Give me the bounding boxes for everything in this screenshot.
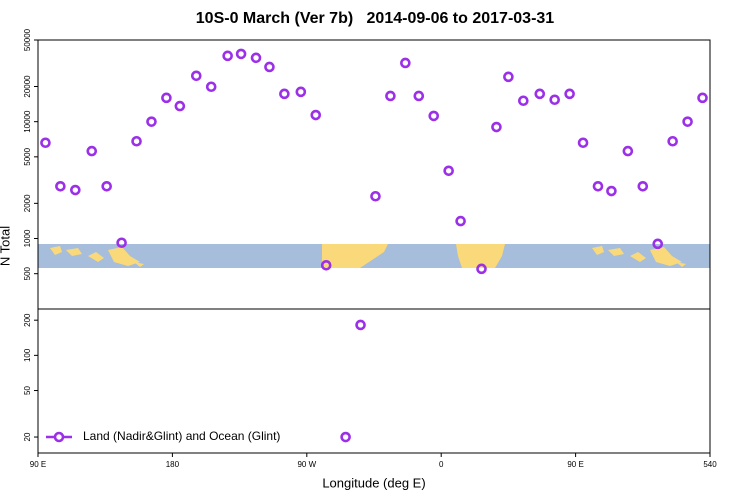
- y-tick-label: 20: [23, 432, 32, 441]
- y-tick-label: 2000: [23, 194, 32, 212]
- data-point: [310, 109, 322, 121]
- data-point: [518, 95, 529, 107]
- y-tick-label: 50000: [23, 28, 32, 51]
- data-point: [577, 137, 589, 149]
- data-point: [606, 185, 617, 197]
- data-point: [116, 237, 127, 249]
- data-point: [222, 50, 233, 62]
- land-south-america: [322, 244, 388, 268]
- y-tick-label: 20000: [23, 75, 32, 98]
- data-point: [652, 238, 664, 250]
- data-point: [190, 70, 202, 82]
- data-point: [250, 52, 262, 64]
- data-point: [564, 88, 575, 100]
- y-tick-label: 1000: [23, 229, 32, 247]
- data-point: [503, 71, 514, 83]
- x-tick-label: 90 W: [297, 460, 316, 469]
- data-point: [667, 135, 678, 147]
- data-point: [455, 215, 466, 227]
- data-point: [146, 116, 157, 127]
- data-point: [40, 137, 51, 149]
- data-point: [174, 100, 186, 112]
- x-tick-label: 0: [439, 460, 444, 469]
- plot-frame: [37, 39, 711, 454]
- land-asia-repeat: [592, 246, 686, 267]
- data-point: [55, 180, 66, 192]
- data-point: [385, 90, 396, 102]
- land-asia: [50, 246, 144, 267]
- y-tick-label: 5000: [23, 147, 32, 165]
- data-point: [370, 190, 381, 202]
- x-tick-label: 90 E: [567, 460, 583, 469]
- data-point: [131, 135, 142, 147]
- data-point: [70, 184, 81, 196]
- data-point: [682, 116, 693, 127]
- x-tick-label: 180: [166, 460, 180, 469]
- data-point: [235, 48, 247, 60]
- y-tick-label: 50: [23, 386, 32, 395]
- data-point: [340, 431, 351, 443]
- y-tick-label: 500: [23, 266, 32, 280]
- legend-label: Land (Nadir&Glint) and Ocean (Glint): [83, 429, 280, 443]
- x-axis-label: Longitude (deg E): [322, 475, 425, 490]
- data-point: [622, 145, 634, 157]
- data-point: [413, 90, 425, 102]
- data-point: [264, 61, 275, 73]
- data-point: [86, 145, 98, 157]
- chart-title: 10S-0 March (Ver 7b) 2014-09-06 to 2017-…: [196, 10, 555, 27]
- data-point: [295, 86, 307, 98]
- data-point: [161, 92, 172, 104]
- data-point: [637, 180, 649, 192]
- data-point: [549, 94, 560, 106]
- y-tick-label: 200: [23, 313, 32, 327]
- data-point: [279, 88, 290, 100]
- x-tick-label: 90 E: [30, 460, 46, 469]
- data-point: [476, 263, 487, 275]
- map-band: [38, 244, 710, 268]
- data-point: [205, 81, 217, 93]
- data-point: [443, 165, 454, 177]
- data-point: [534, 88, 546, 100]
- data-point: [400, 57, 411, 69]
- y-tick-label: 10000: [23, 110, 32, 133]
- x-tick-label: 540: [703, 460, 717, 469]
- y-tick-label: 100: [23, 348, 32, 362]
- data-point: [101, 180, 112, 192]
- data-point: [355, 319, 366, 331]
- y-axis-label: N Total: [0, 226, 12, 266]
- data-point: [491, 121, 502, 133]
- data-point: [320, 259, 332, 271]
- data-point: [697, 92, 708, 104]
- land-africa: [456, 244, 505, 268]
- legend-marker: [53, 431, 65, 443]
- data-point: [428, 110, 440, 122]
- data-point: [592, 180, 604, 192]
